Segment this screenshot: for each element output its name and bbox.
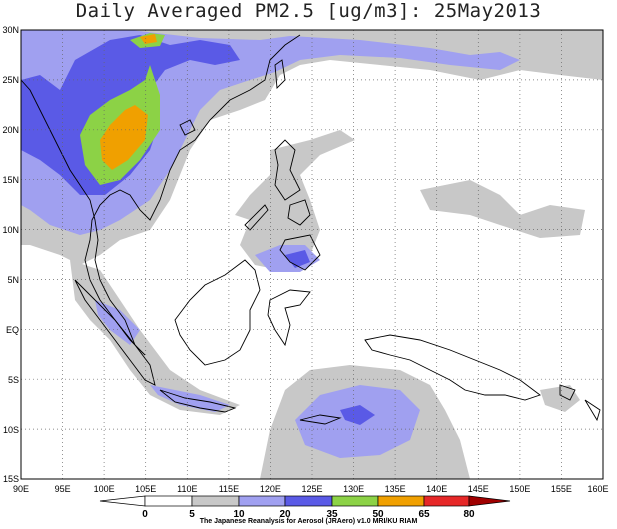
coast-hainan <box>179 119 196 136</box>
lon-label: 115E <box>219 484 239 494</box>
lon-label: 105E <box>135 484 156 494</box>
pm25-contour-grey-philippines <box>235 130 355 270</box>
lon-label: 130E <box>343 484 364 494</box>
colorbar-label: 5 <box>189 509 195 520</box>
coast-visayas <box>287 199 311 226</box>
lon-label: 150E <box>509 484 530 494</box>
lat-label: 15N <box>2 175 19 185</box>
pm25-contour-orange-top <box>140 34 157 44</box>
pm25-contour-orange <box>100 105 148 170</box>
lat-label: 25N <box>2 75 19 85</box>
colorbar-segment-80 <box>423 495 470 507</box>
colorbar-label: 35 <box>326 509 338 520</box>
lon-label: 95E <box>55 484 71 494</box>
colorbar-segment-20-35 <box>238 495 286 507</box>
colorbar-label: 20 <box>279 509 291 520</box>
lat-label: 10N <box>2 225 19 235</box>
lat-label: 10S <box>3 425 19 435</box>
coast-mindanao <box>279 234 321 271</box>
colorbar <box>99 495 511 507</box>
colorbar-segment-10-20 <box>191 495 240 507</box>
colorbar-segment-35-50 <box>284 495 333 507</box>
colorbar-segment-5-10 <box>144 495 193 507</box>
lon-label: 90E <box>13 484 29 494</box>
colorbar-label: 50 <box>372 509 384 520</box>
lat-label: 20N <box>2 125 19 135</box>
coast-new-guinea <box>364 334 541 401</box>
lat-label: 15S <box>3 474 19 484</box>
colorbar-arrow-left <box>99 495 146 507</box>
map-frame <box>20 29 604 480</box>
coast-islands-east <box>559 384 601 422</box>
lat-label: 5S <box>8 375 19 385</box>
colorbar-label: 65 <box>418 509 430 520</box>
lon-label: 135E <box>385 484 406 494</box>
lon-labels: 90E 95E 100E 105E 110E 115E 120E 125E 13… <box>13 484 609 494</box>
colorbar-arrow-right <box>468 495 511 507</box>
coast-sulawesi <box>267 289 311 347</box>
pm25-contour-grey-east <box>540 385 580 412</box>
lon-label: 125E <box>301 484 322 494</box>
lat-labels: 30N 25N 20N 15N 10N 5N EQ 5S 10S 15S <box>2 25 19 484</box>
coast-mainland <box>21 34 301 356</box>
coast-timor <box>299 414 342 425</box>
pm25-contour-blue-island <box>285 250 310 268</box>
coastlines <box>21 34 601 425</box>
coast-luzon <box>274 139 301 201</box>
lon-label: 155E <box>551 484 572 494</box>
lon-label: 110E <box>177 484 197 494</box>
lon-label: 100E <box>94 484 115 494</box>
coast-sumatra <box>74 279 156 386</box>
lon-label: 160E <box>587 484 608 494</box>
credit-line: The Japanese Reanalysis for Aerosol (JRA… <box>199 518 418 525</box>
lon-label: 145E <box>468 484 489 494</box>
map-title: Daily Averaged PM2.5 [ug/m3]: 25May2013 <box>75 0 542 22</box>
lat-label: EQ <box>6 325 19 335</box>
grid-lines <box>21 30 603 479</box>
coast-borneo <box>174 259 261 366</box>
colorbar-segment-50-65 <box>331 495 379 507</box>
lon-label: 120E <box>260 484 281 494</box>
lat-label: 30N <box>2 25 19 35</box>
coast-palawan <box>244 204 269 231</box>
colorbar-label: 10 <box>233 509 245 520</box>
lat-label: 5N <box>7 275 19 285</box>
colorbar-segment-65-80 <box>377 495 425 507</box>
pm25-contour-grey-seasia <box>70 260 240 415</box>
pm25-contour-blue-south <box>340 405 375 425</box>
lon-label: 140E <box>426 484 447 494</box>
colorbar-labels: 0 5 10 20 35 50 65 80 <box>142 509 475 520</box>
coast-java <box>159 389 237 413</box>
colorbar-label: 0 <box>142 509 148 520</box>
colorbar-label: 80 <box>463 509 475 520</box>
pm25-contour-grey-pacific <box>420 180 585 238</box>
